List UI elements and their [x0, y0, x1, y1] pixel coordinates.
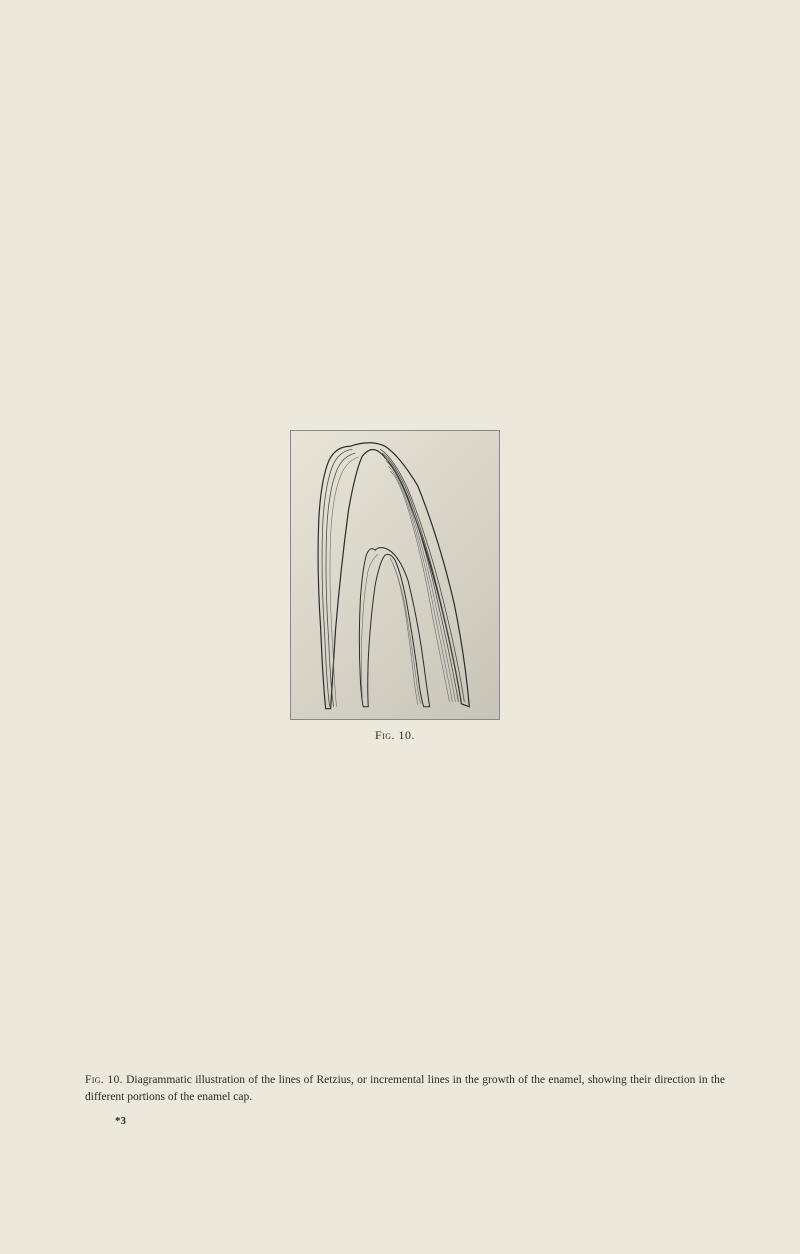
- figure-label: Fig. 10.: [290, 728, 500, 743]
- retzius-line: [392, 562, 418, 705]
- inner-arch: [359, 548, 429, 707]
- retzius-line: [390, 558, 421, 704]
- retzius-line: [390, 471, 449, 702]
- retzius-line: [330, 457, 358, 707]
- retzius-line: [361, 554, 378, 699]
- footnote-marker: *3: [115, 1115, 126, 1127]
- retzius-line: [382, 453, 461, 702]
- figure-caption: Fig. 10. Diagrammatic illustration of th…: [85, 1072, 725, 1105]
- figure-image: [290, 430, 500, 720]
- retzius-line: [386, 461, 455, 702]
- caption-text: Diagrammatic illustration of the lines o…: [85, 1074, 725, 1103]
- tooth-diagram-svg: [291, 431, 499, 719]
- tooth-outline: [318, 443, 469, 709]
- figure-container: Fig. 10.: [290, 430, 500, 740]
- retzius-line: [380, 449, 464, 702]
- retzius-line: [388, 466, 452, 702]
- page: Fig. 10. Fig. 10. Diagrammatic illustrat…: [0, 0, 800, 1254]
- retzius-line: [322, 449, 352, 707]
- caption-lead: Fig. 10.: [85, 1074, 123, 1086]
